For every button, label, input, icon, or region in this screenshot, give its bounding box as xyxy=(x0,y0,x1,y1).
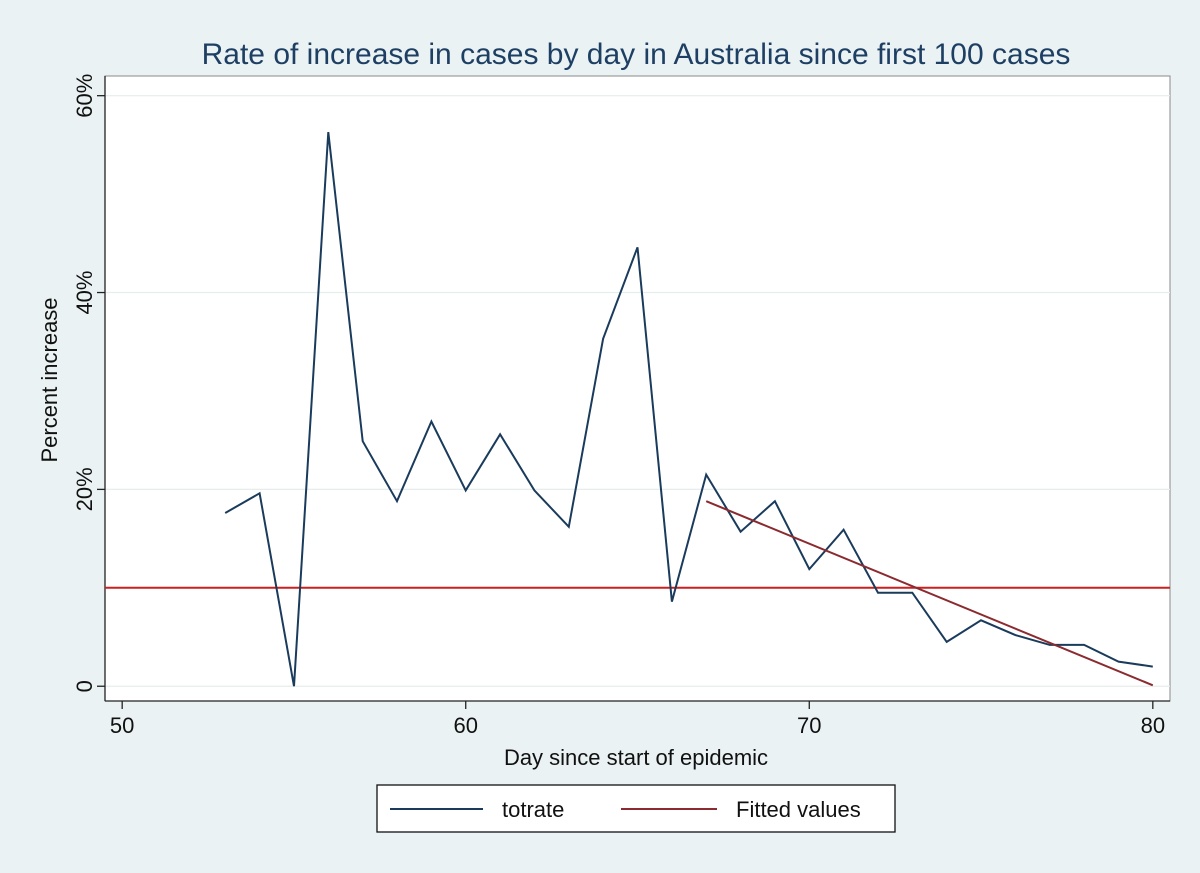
x-tick-label-60: 60 xyxy=(453,713,477,738)
y-axis-label: Percent increase xyxy=(37,297,62,462)
legend: totrate Fitted values xyxy=(376,784,896,833)
y-tick-label-40: 40% xyxy=(72,271,97,315)
series-line-totrate xyxy=(224,131,1153,687)
chart-title: Rate of increase in cases by day in Aust… xyxy=(202,38,1071,71)
series-line-fitted-values xyxy=(705,500,1154,687)
x-tick-label-50: 50 xyxy=(110,713,134,738)
y-tick-label-20: 20% xyxy=(72,467,97,511)
legend-label-fitted-values: Fitted values xyxy=(736,797,861,822)
x-tick-label-70: 70 xyxy=(797,713,821,738)
grid-lines xyxy=(105,95,1170,687)
x-axis-label: Day since start of epidemic xyxy=(504,745,768,770)
plot-area xyxy=(104,75,1171,702)
series-lines xyxy=(224,131,1154,687)
y-tick-label-0: 0 xyxy=(72,680,97,692)
legend-label-totrate: totrate xyxy=(502,797,564,822)
y-tick-label-60: 60% xyxy=(72,74,97,118)
axis-ticks: 0 20% 40% 60% 50 60 70 80 xyxy=(72,74,1165,738)
x-tick-label-80: 80 xyxy=(1141,713,1165,738)
